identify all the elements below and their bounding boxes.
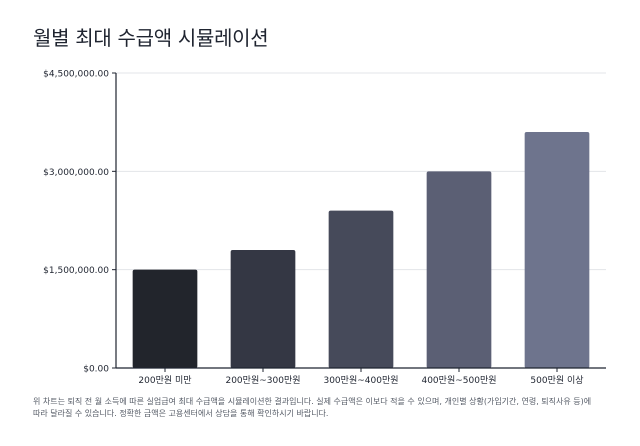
bar-1 (230, 250, 296, 368)
y-tick-label-1: $1,500,000.00 (43, 266, 109, 276)
bar-chart: $0.00 $1,500,000.00 $3,000,000.00 $4,500,00… (43, 70, 606, 386)
bar-2 (328, 210, 394, 368)
x-tick-label-2: 300만원~400만원 (323, 375, 398, 386)
x-tick-label-4: 500만원 이상 (530, 375, 583, 386)
footnote-line-1: 위 차트는 퇴직 전 월 소득에 따른 실업급여 최대 수급액을 시뮬레이션한 … (33, 397, 592, 406)
bar-0 (132, 269, 198, 368)
chart-title: 월별 최대 수급액 시뮬레이션 (33, 26, 269, 50)
x-tick-label-1: 200만원~300만원 (225, 375, 300, 386)
y-tick-label-3: $4,500,000.00 (43, 70, 109, 80)
footnote-line-2: 따라 달라질 수 있습니다. 정확한 금액은 고용센터에서 상담을 통해 확인하… (33, 409, 329, 418)
chart-footnote: 위 차트는 퇴직 전 월 소득에 따른 실업급여 최대 수급액을 시뮬레이션한 … (33, 396, 618, 420)
bar-3 (426, 171, 492, 368)
x-tick-label-0: 200만원 미만 (138, 375, 191, 386)
bar-4 (524, 132, 590, 368)
x-tick-label-3: 400만원~500만원 (421, 375, 496, 386)
y-tick-label-0: $0.00 (83, 365, 109, 375)
y-tick-label-2: $3,000,000.00 (43, 168, 109, 178)
